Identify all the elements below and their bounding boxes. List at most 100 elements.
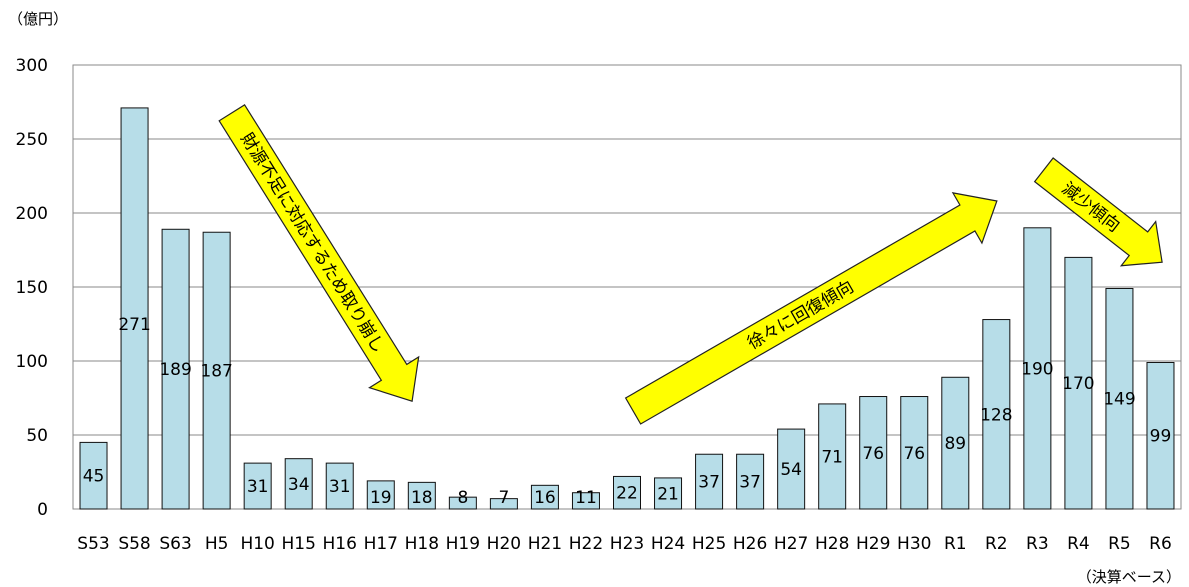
x-tick-label: S53 <box>77 534 109 554</box>
y-tick-label: 150 <box>16 278 48 298</box>
bar <box>571 492 600 510</box>
bar <box>859 396 888 510</box>
arrow-shape <box>624 192 998 425</box>
bar <box>818 403 847 510</box>
bar <box>366 480 395 510</box>
bar <box>900 396 929 510</box>
bar <box>79 441 108 510</box>
arrow-shape <box>218 104 420 402</box>
data-label: 76 <box>903 444 925 464</box>
y-tick-label: 200 <box>16 204 48 224</box>
x-tick-label: H24 <box>651 534 685 554</box>
x-tick-label: R4 <box>1067 534 1090 554</box>
bar <box>325 462 354 510</box>
data-label: 31 <box>329 477 351 497</box>
data-label: 76 <box>862 444 884 464</box>
bar <box>982 319 1011 510</box>
bar <box>736 453 765 510</box>
data-label: 16 <box>534 488 556 508</box>
y-unit-label: （億円） <box>8 10 68 28</box>
data-label: 187 <box>200 362 232 382</box>
data-label: 19 <box>370 488 392 508</box>
x-tick-label: R1 <box>944 534 967 554</box>
bar <box>407 481 436 510</box>
bar <box>202 231 231 510</box>
x-axis-labels: S53 S58 S63 H5 H10 H15 H16 H17 H18 H19 H20 H21 H22 H2… <box>77 534 1172 554</box>
bar <box>284 458 313 510</box>
data-label: 37 <box>739 473 761 493</box>
data-label: 170 <box>1062 374 1094 394</box>
data-label: 31 <box>247 477 269 497</box>
y-tick-label: 100 <box>16 352 48 372</box>
x-tick-label: H26 <box>733 534 767 554</box>
data-label: 45 <box>83 467 105 487</box>
bar <box>448 496 477 510</box>
x-tick-label: R5 <box>1108 534 1131 554</box>
bar <box>1146 361 1175 510</box>
x-tick-label: S63 <box>159 534 191 554</box>
x-tick-label: H10 <box>240 534 274 554</box>
x-tick-label: H17 <box>364 534 398 554</box>
x-tick-label: H27 <box>774 534 808 554</box>
bar <box>1105 287 1134 510</box>
data-label: 7 <box>498 488 509 508</box>
data-label: 37 <box>698 473 720 493</box>
data-label: 8 <box>457 488 468 508</box>
bar <box>1023 227 1052 510</box>
data-label: 11 <box>575 488 597 508</box>
x-tick-label: H30 <box>897 534 931 554</box>
bar <box>489 498 518 510</box>
data-label: 54 <box>780 460 802 480</box>
data-label: 22 <box>616 484 638 504</box>
data-label: 149 <box>1103 390 1135 410</box>
data-label: 18 <box>411 488 433 508</box>
data-label: 271 <box>118 315 150 335</box>
x-tick-label: R6 <box>1149 534 1172 554</box>
y-tick-label: 250 <box>16 130 48 150</box>
data-label: 128 <box>980 405 1012 425</box>
bar <box>695 453 724 510</box>
data-label: 34 <box>288 475 310 495</box>
x-tick-label: H23 <box>610 534 644 554</box>
bar <box>243 462 272 510</box>
x-tick-label: S58 <box>118 534 150 554</box>
data-label: 21 <box>657 484 679 504</box>
bar <box>654 477 683 510</box>
y-tick-label: 0 <box>37 500 48 520</box>
x-tick-label: H29 <box>856 534 890 554</box>
y-tick-label: 50 <box>26 426 48 446</box>
data-label: 190 <box>1021 359 1053 379</box>
y-tick-label: 300 <box>16 56 48 76</box>
x-tick-label: H22 <box>569 534 603 554</box>
bar <box>530 484 559 510</box>
bar <box>120 107 149 510</box>
arrow-label: 財源不足に対応するため取り崩し <box>236 130 388 357</box>
x-tick-label: R3 <box>1026 534 1049 554</box>
x-tick-label: H18 <box>405 534 439 554</box>
bar <box>777 428 806 510</box>
data-label: 189 <box>159 360 191 380</box>
x-tick-label: H25 <box>692 534 726 554</box>
data-label: 71 <box>821 447 843 467</box>
data-label: 89 <box>944 434 966 454</box>
x-tick-label: H19 <box>446 534 480 554</box>
x-tick-label: H21 <box>528 534 562 554</box>
x-tick-label: R2 <box>985 534 1008 554</box>
x-tick-label: H28 <box>815 534 849 554</box>
x-tick-label: H15 <box>281 534 315 554</box>
annotation-arrow: 財源不足に対応するため取り崩し <box>218 104 420 402</box>
x-tick-label: H20 <box>487 534 521 554</box>
y-axis-ticks: 0 50 100 150 200 250 300 <box>16 56 48 520</box>
x-tick-label: H16 <box>323 534 357 554</box>
bar <box>1064 256 1093 510</box>
x-tick-label: H5 <box>205 534 229 554</box>
arrow-shape <box>1033 157 1163 267</box>
bar <box>941 376 970 510</box>
bars: 45 271 189 187 31 34 31 19 18 8 7 16 11 22 21 37 37 54 71 7… <box>79 107 1175 510</box>
data-label: 99 <box>1150 427 1172 447</box>
bar <box>613 475 641 510</box>
bar <box>161 228 190 510</box>
arrow-label: 徐々に回復傾向 <box>744 277 857 354</box>
basis-label: （決算ベース） <box>1077 568 1181 586</box>
